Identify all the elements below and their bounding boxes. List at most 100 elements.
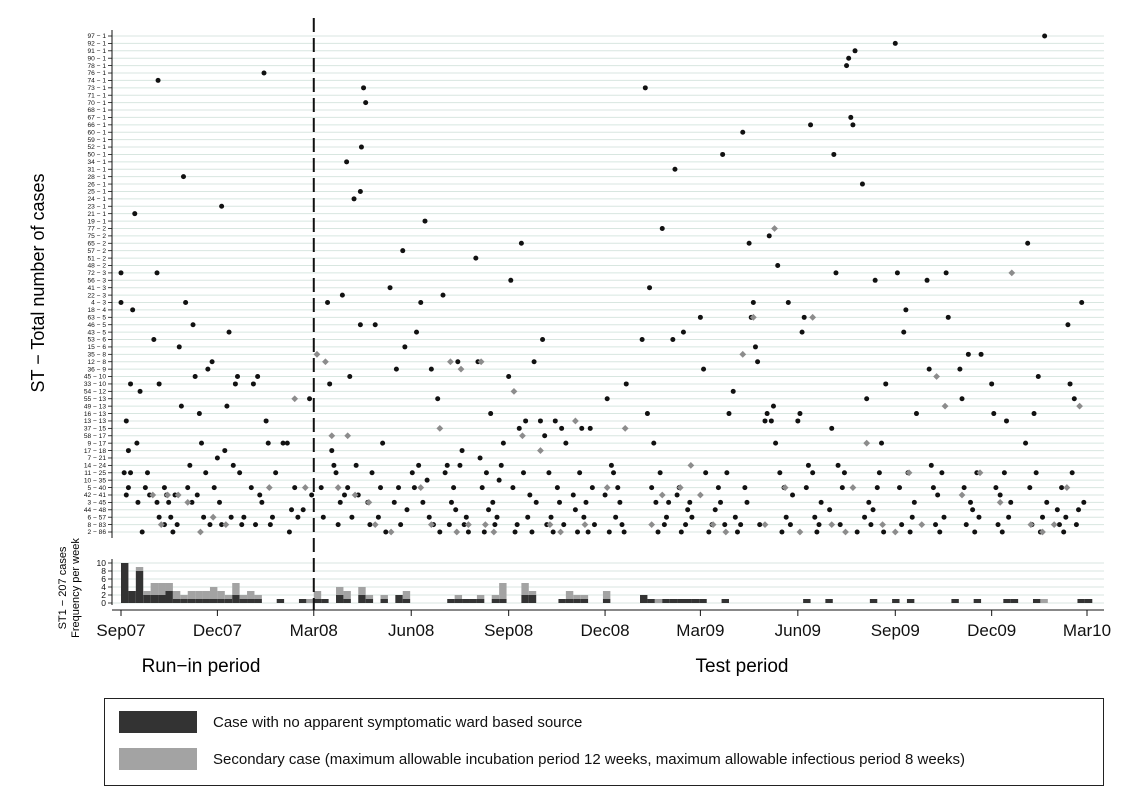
primary-case-point (349, 514, 355, 520)
primary-case-point (219, 203, 225, 209)
primary-case-point (957, 366, 963, 372)
primary-case-point (418, 300, 424, 306)
primary-case-point (207, 522, 213, 528)
primary-case-point (963, 522, 969, 528)
primary-case-point (132, 211, 138, 217)
bar-primary (187, 599, 196, 603)
bar-secondary (209, 587, 218, 599)
primary-case-point (176, 344, 182, 350)
primary-case-point (209, 359, 215, 365)
secondary-case-point (958, 491, 966, 499)
primary-case-point (730, 388, 736, 394)
primary-case-point (783, 514, 789, 520)
primary-case-point (496, 477, 502, 483)
primary-case-point (701, 366, 707, 372)
primary-case-point (486, 507, 492, 513)
primary-case-point (790, 492, 796, 498)
legend: Case with no apparent symptomatic ward b… (104, 698, 1104, 786)
bar-primary (469, 599, 477, 603)
primary-case-point (380, 440, 386, 446)
secondary-case-point (687, 461, 695, 469)
primary-case-point (357, 322, 363, 328)
secondary-case-point (849, 484, 857, 491)
bar-secondary (135, 567, 144, 571)
primary-case-point (812, 514, 818, 520)
primary-case-point (939, 470, 945, 476)
bars (121, 563, 1093, 603)
bar-secondary (1040, 599, 1048, 603)
primary-case-point (810, 470, 816, 476)
bar-primary (150, 595, 159, 603)
primary-case-point (611, 470, 617, 476)
primary-case-point (993, 485, 999, 491)
primary-case-point (531, 359, 537, 365)
primary-case-point (137, 388, 143, 394)
secondary-case-point (905, 469, 913, 477)
bar-secondary (565, 591, 574, 599)
secondary-case-point (157, 521, 165, 528)
primary-case-point (924, 277, 930, 283)
primary-case-point (424, 477, 430, 483)
x-tick-label: Sep07 (96, 621, 145, 640)
bar-secondary (247, 591, 255, 599)
primary-case-point (292, 485, 298, 491)
secondary-case-point (477, 358, 485, 366)
bar-secondary (217, 591, 225, 599)
secondary-case-point (781, 484, 789, 491)
bar-primary (892, 599, 900, 603)
secondary-case-point (265, 484, 273, 491)
primary-case-point (414, 329, 420, 335)
bar-secondary (654, 599, 663, 603)
scatter-y-tick-label: 12 − 8 (87, 359, 106, 366)
secondary-case-point (658, 491, 666, 499)
primary-case-point (178, 403, 184, 409)
primary-case-point (801, 314, 807, 320)
primary-case-point (521, 470, 526, 476)
scatter-y-tick-label: 9 − 17 (87, 440, 106, 447)
secondary-case-point (891, 528, 899, 536)
secondary-case-point (519, 432, 526, 440)
primary-case-point (846, 55, 852, 61)
bar-primary (565, 599, 574, 603)
primary-case-point (870, 507, 876, 513)
bar-secondary (580, 595, 589, 599)
primary-case-point (844, 63, 850, 69)
scatter-y-tick-label: 43 − 5 (87, 329, 106, 336)
primary-case-point (375, 514, 381, 520)
scatter-y-tick-label: 35 − 8 (87, 352, 106, 359)
secondary-case-point (933, 373, 940, 380)
scatter-y-tick-label: 46 − 5 (87, 322, 106, 329)
bar-primary (476, 599, 485, 603)
primary-case-point (125, 448, 131, 454)
primary-case-point (329, 448, 335, 454)
scatter-y-tick-label: 6 − 57 (87, 514, 106, 521)
primary-case-point (816, 522, 822, 528)
primary-case-point (161, 485, 167, 491)
secondary-case-point (557, 528, 564, 536)
primary-case-point (1056, 522, 1062, 528)
primary-case-point (121, 470, 127, 476)
primary-case-point (347, 374, 353, 380)
bar-primary (951, 599, 959, 603)
primary-case-point (459, 448, 465, 454)
secondary-case-point (581, 521, 589, 528)
primary-case-point (937, 529, 943, 535)
primary-case-point (1023, 440, 1029, 446)
primary-case-point (591, 522, 597, 528)
primary-case-point (201, 514, 207, 520)
primary-case-point (864, 396, 870, 402)
primary-case-point (943, 270, 949, 276)
secondary-case-point (436, 424, 444, 432)
bar-primary (521, 595, 529, 603)
primary-case-point (261, 70, 267, 76)
bar-secondary (358, 587, 366, 595)
primary-case-point (537, 418, 543, 424)
primary-case-point (367, 522, 373, 528)
primary-case-point (123, 492, 129, 498)
primary-case-point (1063, 514, 1069, 520)
primary-case-point (775, 262, 781, 268)
primary-case-point (550, 529, 556, 535)
primary-case-point (230, 462, 236, 468)
primary-case-point (533, 499, 539, 505)
bar-primary (691, 599, 700, 603)
